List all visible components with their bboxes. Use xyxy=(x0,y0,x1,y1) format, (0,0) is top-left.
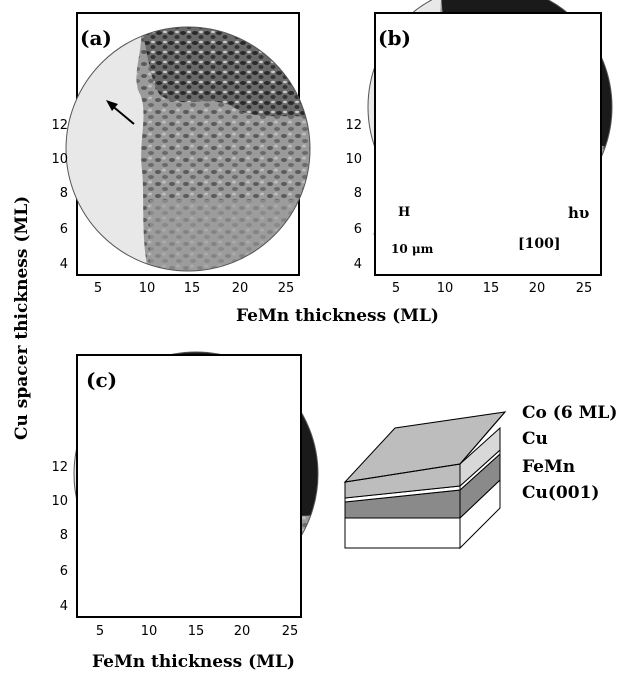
panel-c-xtick: 25 xyxy=(281,624,299,639)
panel-a-xtick: 25 xyxy=(277,281,295,296)
photon-label: hυ xyxy=(568,204,590,222)
panel-b-ytick: 6 xyxy=(353,222,362,237)
panel-c-ytick: 4 xyxy=(59,599,68,614)
panel-b-xtick: 10 xyxy=(436,281,454,296)
panel-c-xtick: 5 xyxy=(95,624,105,639)
panel-a-xtick: 20 xyxy=(231,281,249,296)
panel-b xyxy=(374,12,602,276)
panel-a-ytick: 6 xyxy=(59,222,68,237)
y-axis-title: Cu spacer thickness (ML) xyxy=(12,195,32,440)
panel-c-label: (c) xyxy=(86,368,118,392)
panel-a-ytick: 4 xyxy=(59,257,68,272)
panel-b-xtick: 25 xyxy=(575,281,593,296)
panel-c-xtick: 10 xyxy=(140,624,158,639)
panel-a-ytick: 8 xyxy=(59,186,68,201)
panel-a-ytick: 12 xyxy=(51,118,68,133)
panel-c-ytick: 10 xyxy=(51,494,68,509)
panel-c-xtick: 15 xyxy=(187,624,205,639)
panel-b-ytick: 4 xyxy=(353,257,362,272)
scale-bar-label: 10 μm xyxy=(391,242,434,256)
panel-b-label: (b) xyxy=(378,26,411,50)
x-axis-title-top: FeMn thickness (ML) xyxy=(236,306,439,326)
panel-a-xtick: 10 xyxy=(138,281,156,296)
panel-b-xtick: 20 xyxy=(528,281,546,296)
layer-cu-label: Cu xyxy=(522,429,548,449)
x-axis-title-bottom: FeMn thickness (ML) xyxy=(92,652,295,672)
layer-femn-label: FeMn xyxy=(522,457,576,477)
panel-a-ytick: 10 xyxy=(51,152,68,167)
panel-c xyxy=(76,354,302,618)
panel-b-ytick: 12 xyxy=(345,118,362,133)
panel-c-ytick: 8 xyxy=(59,528,68,543)
panel-b-xtick: 5 xyxy=(391,281,401,296)
panel-c-xtick: 20 xyxy=(233,624,251,639)
panel-c-ytick: 12 xyxy=(51,460,68,475)
layer-co-label: Co (6 ML) xyxy=(522,403,618,423)
panel-b-ytick: 8 xyxy=(353,186,362,201)
panel-b-xtick: 15 xyxy=(482,281,500,296)
layer-stack-diagram xyxy=(343,411,507,550)
panel-c-ytick: 6 xyxy=(59,564,68,579)
field-label: H xyxy=(398,205,411,220)
panel-a-label: (a) xyxy=(80,26,112,50)
panel-a-xtick: 15 xyxy=(183,281,201,296)
panel-b-ytick: 10 xyxy=(345,152,362,167)
panel-a-xtick: 5 xyxy=(93,281,103,296)
layer-substrate-label: Cu(001) xyxy=(522,483,600,503)
direction-label: [100] xyxy=(518,236,561,252)
